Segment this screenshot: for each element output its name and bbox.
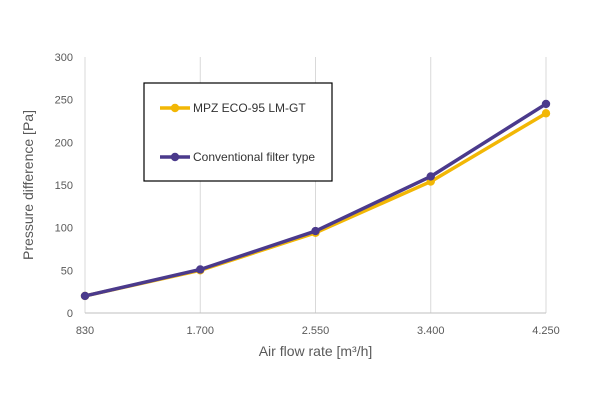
x-tick-label: 3.400	[417, 325, 445, 337]
legend: MPZ ECO-95 LM-GT Conventional filter type	[143, 82, 333, 182]
legend-box	[143, 82, 333, 182]
series-1	[80, 99, 551, 301]
data-point	[80, 291, 90, 301]
data-point	[541, 99, 551, 109]
x-tick-label: 4.250	[532, 325, 560, 337]
data-point	[196, 265, 205, 274]
legend-label: Conventional filter type	[193, 150, 315, 164]
data-point	[311, 226, 320, 236]
x-tick-label: 2.550	[302, 325, 330, 337]
x-axis-title: Air flow rate [m³/h]	[259, 343, 373, 359]
x-tick-label: 830	[76, 325, 94, 337]
y-tick-label: 0	[67, 308, 73, 320]
x-tick-labels: 830 1.700 2.550 3.400 4.250	[76, 325, 560, 337]
data-point	[426, 172, 435, 181]
y-tick-label: 200	[55, 137, 73, 149]
y-tick-label: 150	[55, 180, 73, 192]
y-tick-label: 50	[61, 265, 73, 277]
y-tick-label: 250	[55, 95, 73, 107]
legend-marker	[170, 103, 180, 113]
y-axis-title: Pressure difference [Pa]	[20, 110, 36, 260]
x-tick-label: 1.700	[186, 325, 214, 337]
legend-label: MPZ ECO-95 LM-GT	[193, 101, 306, 115]
y-tick-label: 300	[55, 52, 73, 64]
y-tick-labels: 0 50 100 150 200 250 300	[55, 52, 73, 320]
series-lines	[80, 99, 551, 301]
data-point	[541, 109, 551, 118]
y-tick-label: 100	[55, 223, 73, 235]
legend-marker	[170, 152, 180, 162]
